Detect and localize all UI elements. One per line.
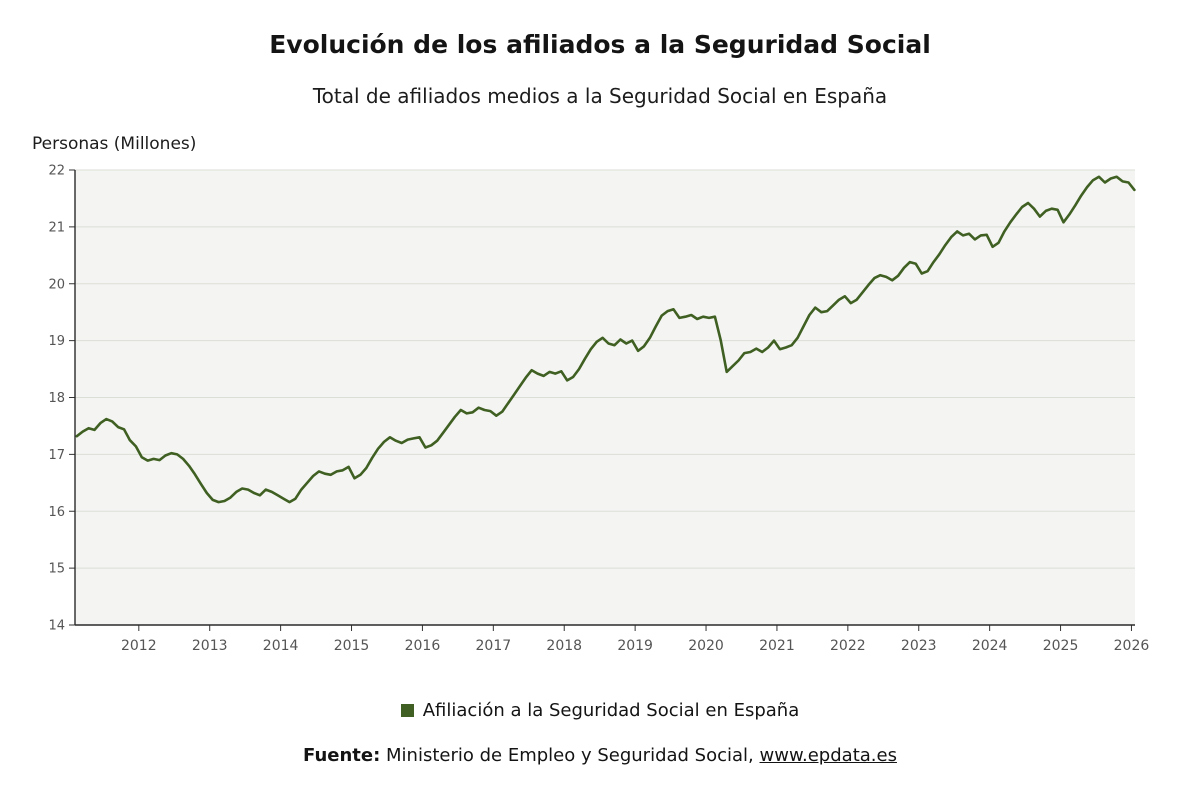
y-tick-label: 20 [48, 277, 65, 292]
x-tick-label: 2012 [121, 638, 157, 654]
chart-title: Evolución de los afiliados a la Segurida… [269, 30, 931, 59]
x-tick-label: 2020 [688, 638, 724, 654]
x-tick-label: 2022 [830, 638, 866, 654]
x-tick-label: 2023 [901, 638, 937, 654]
source-link[interactable]: www.epdata.es [759, 745, 897, 766]
x-tick-label: 2024 [972, 638, 1008, 654]
y-tick-label: 14 [48, 619, 65, 634]
y-tick-label: 21 [48, 220, 65, 235]
x-tick-label: 2018 [546, 638, 582, 654]
x-tick-label: 2014 [263, 638, 299, 654]
x-tick-label: 2013 [192, 638, 228, 654]
legend-marker-square [400, 704, 414, 717]
y-axis-title: Personas (Millones) [32, 134, 197, 154]
y-tick-label: 17 [48, 448, 65, 463]
source-text: Ministerio de Empleo y Seguridad Social, [380, 745, 760, 766]
legend-label: Afiliación a la Seguridad Social en Espa… [422, 700, 800, 721]
x-tick-label: 2019 [617, 638, 653, 654]
y-tick-label: 15 [48, 562, 65, 577]
source-prefix: Fuente: [303, 745, 381, 766]
series-line-afiliacion [75, 175, 1136, 504]
x-tick-label: 2016 [405, 638, 441, 654]
x-tick-label: 2021 [759, 638, 795, 654]
legend: Afiliación a la Seguridad Social en Espa… [0, 700, 1200, 721]
chart-subtitle: Total de afiliados medios a la Seguridad… [312, 84, 888, 108]
y-tick-label: 19 [48, 334, 65, 349]
x-tick-label: 2025 [1043, 638, 1079, 654]
x-tick-label: 2017 [476, 638, 512, 654]
y-tick-label: 16 [48, 505, 65, 520]
y-tick-label: 18 [48, 391, 65, 406]
source-line: Fuente: Ministerio de Empleo y Seguridad… [0, 745, 1200, 766]
x-tick-label: 2026 [1114, 638, 1150, 654]
y-tick-label: 22 [48, 164, 65, 179]
x-tick-label: 2015 [334, 638, 370, 654]
